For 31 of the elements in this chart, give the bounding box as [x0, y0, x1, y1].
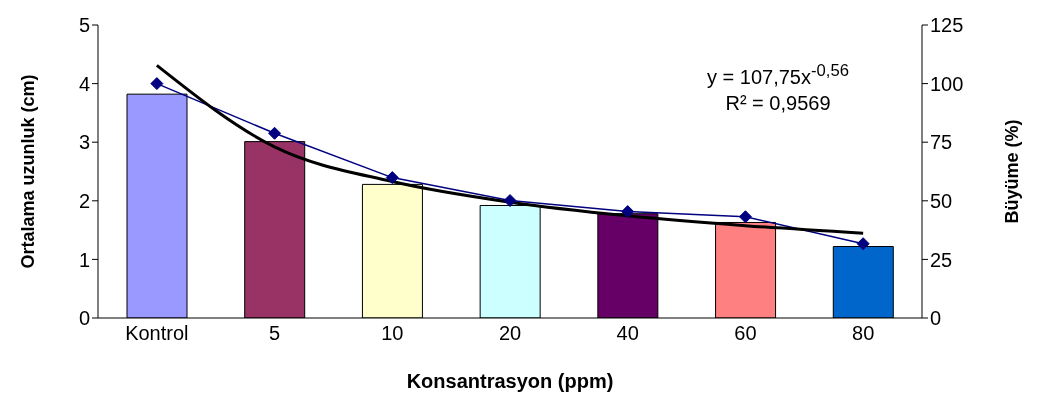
x-tick-label: 5	[269, 322, 281, 345]
x-tick-label: 80	[852, 322, 875, 345]
point	[268, 126, 282, 140]
point	[856, 237, 870, 251]
y-axis-title: Ortalama uzunluk (cm)	[18, 74, 39, 269]
y-tick-label: 0	[78, 307, 90, 330]
annotation: y = 107,75x$^{-0,56}$	[706, 60, 850, 90]
x-tick-label: 10	[381, 322, 404, 345]
y2-tick-label: 25	[930, 248, 953, 271]
point	[385, 171, 399, 185]
y2-tick-label: 0	[930, 307, 942, 330]
y-tick-label: 3	[78, 131, 90, 154]
y-tick-label: 5	[78, 14, 90, 37]
x-tick-label: Kontrol	[125, 322, 189, 345]
x-tick-label: 20	[498, 322, 522, 345]
y2-axis-title: Büyüme (%)	[1002, 119, 1023, 224]
point	[621, 205, 635, 219]
x-tick-label: 60	[734, 322, 757, 345]
point	[503, 194, 517, 208]
y-tick-label: 2	[78, 189, 90, 212]
x-axis-title: Konsantrasyon (ppm)	[406, 370, 614, 392]
annotation: R² = 0,9569	[724, 90, 832, 116]
y2-tick-label: 75	[930, 131, 953, 154]
y2-tick-label: 100	[930, 72, 964, 95]
point	[150, 77, 164, 91]
point	[738, 210, 752, 224]
x-tick-label: 40	[616, 322, 639, 345]
y2-tick-label: 50	[930, 189, 953, 212]
y2-tick-label: 125	[930, 14, 964, 37]
y-tick-label: 1	[78, 248, 90, 271]
y-tick-label: 4	[78, 72, 90, 95]
